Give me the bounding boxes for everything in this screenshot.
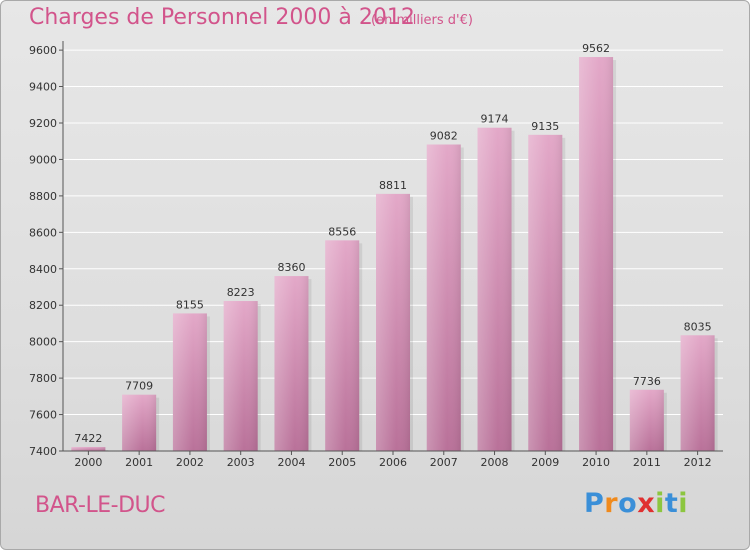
- value-label: 7709: [125, 380, 153, 393]
- bar-highlight: [172, 313, 207, 451]
- chart-subtitle: (en milliers d'€): [371, 13, 473, 28]
- y-tick-label: 9600: [29, 44, 57, 57]
- logo-letter: P: [584, 488, 605, 519]
- x-tick-label: 2012: [684, 456, 712, 469]
- value-label: 8035: [684, 320, 712, 333]
- logo-letter: r: [604, 488, 619, 519]
- x-tick-label: 2006: [379, 456, 407, 469]
- value-label: 8155: [176, 298, 204, 311]
- logo-letter: x: [637, 488, 656, 519]
- x-tick-label: 2007: [430, 456, 458, 469]
- y-tick-label: 8800: [29, 190, 57, 203]
- y-tick-label: 7400: [29, 445, 57, 458]
- value-label: 9082: [430, 130, 458, 143]
- logo-letter: i: [678, 488, 689, 519]
- y-tick-label: 7800: [29, 372, 57, 385]
- bar-highlight: [274, 276, 309, 451]
- logo-letter: o: [618, 488, 638, 519]
- y-tick-label: 9000: [29, 153, 57, 166]
- bar-highlight: [629, 389, 664, 451]
- bar-highlight: [122, 394, 157, 451]
- x-tick-label: 2004: [277, 456, 305, 469]
- value-label: 9135: [531, 120, 559, 133]
- value-label: 7736: [633, 375, 661, 388]
- x-tick-label: 2002: [176, 456, 204, 469]
- logo-letter: t: [664, 488, 679, 519]
- y-tick-label: 8000: [29, 336, 57, 349]
- bar-highlight: [223, 301, 258, 451]
- bar-highlight: [528, 134, 563, 451]
- value-label: 8360: [277, 261, 305, 274]
- x-tick-label: 2010: [582, 456, 610, 469]
- x-tick-label: 2003: [227, 456, 255, 469]
- y-tick-label: 9400: [29, 81, 57, 94]
- bar-highlight: [325, 240, 360, 451]
- bar-highlight: [579, 57, 614, 452]
- y-tick-label: 7600: [29, 409, 57, 422]
- x-tick-label: 2001: [125, 456, 153, 469]
- bar-highlight: [426, 144, 461, 451]
- x-tick-label: 2011: [633, 456, 661, 469]
- x-tick-label: 2009: [531, 456, 559, 469]
- x-tick-label: 2000: [74, 456, 102, 469]
- value-label: 9174: [481, 113, 509, 126]
- x-tick-label: 2008: [481, 456, 509, 469]
- proxiti-logo: Proxiti: [584, 488, 688, 519]
- logo-letter: i: [655, 488, 665, 519]
- bar-highlight: [680, 335, 715, 451]
- y-tick-label: 9200: [29, 117, 57, 130]
- x-tick-label: 2005: [328, 456, 356, 469]
- y-tick-label: 8200: [29, 299, 57, 312]
- chart-title: Charges de Personnel 2000 à 2012: [29, 5, 415, 30]
- city-name: BAR-LE-DUC: [35, 493, 165, 518]
- y-tick-label: 8400: [29, 263, 57, 276]
- value-label: 9562: [582, 42, 610, 55]
- bar-highlight: [477, 127, 512, 451]
- value-label: 8811: [379, 179, 407, 192]
- bar-highlight: [71, 446, 106, 451]
- value-label: 8223: [227, 286, 255, 299]
- y-tick-label: 8600: [29, 226, 57, 239]
- value-label: 7422: [74, 432, 102, 445]
- bar-highlight: [376, 193, 410, 451]
- value-label: 8556: [328, 225, 356, 238]
